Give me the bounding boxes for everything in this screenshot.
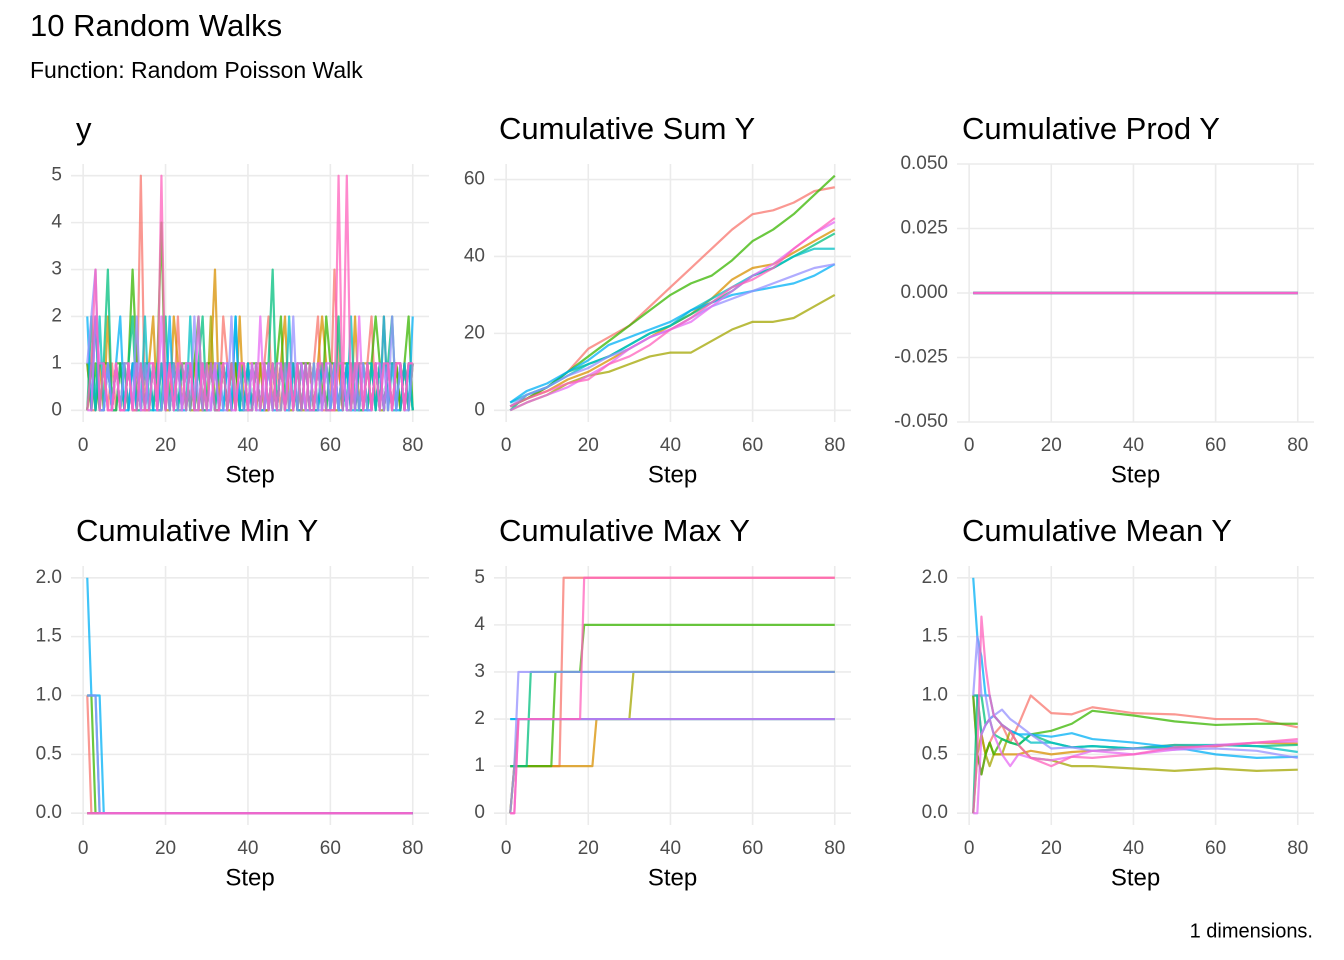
x-tick-label: 20 xyxy=(155,838,176,859)
y-tick-label: 0.5 xyxy=(36,743,62,764)
y-tick-label: 2.0 xyxy=(36,567,62,588)
y-tick-label: 5 xyxy=(51,165,62,186)
y-tick-label: 1.0 xyxy=(922,685,948,706)
x-tick-label: 20 xyxy=(1041,838,1062,859)
x-tick-label: 20 xyxy=(1041,435,1062,456)
series-line xyxy=(509,293,836,412)
y-tick-label: 2 xyxy=(474,708,485,729)
series-line xyxy=(87,315,413,412)
x-tick-label: 40 xyxy=(1123,435,1144,456)
x-tick-label: 60 xyxy=(742,838,763,859)
y-tick-label: 1.5 xyxy=(36,626,62,647)
x-tick-label: 40 xyxy=(1123,838,1144,859)
y-tick-label: 2 xyxy=(51,305,62,326)
y-tick-label: 3 xyxy=(474,661,485,682)
x-tick-label: 40 xyxy=(660,435,681,456)
x-axis-title: Step xyxy=(225,461,274,488)
x-axis-title: Step xyxy=(1111,461,1160,488)
x-tick-label: 80 xyxy=(824,838,845,859)
series-line xyxy=(509,670,835,814)
x-tick-label: 80 xyxy=(1287,838,1308,859)
series-line xyxy=(86,174,413,412)
x-axis-title: Step xyxy=(225,864,274,891)
series-line xyxy=(972,635,1298,759)
panel-title: Cumulative Sum Y xyxy=(499,111,755,146)
x-tick-label: 80 xyxy=(402,838,423,859)
y-tick-label: 5 xyxy=(474,567,485,588)
y-tick-label: 3 xyxy=(51,259,62,280)
caption: 1 dimensions. xyxy=(1190,920,1313,942)
x-tick-label: 60 xyxy=(1205,435,1226,456)
panel: Cumulative Min Y 0.0 0.5 1.0 1.5 2.0 0 20 40 60 80… xyxy=(36,513,429,891)
x-tick-label: 60 xyxy=(742,435,763,456)
x-tick-label: 0 xyxy=(501,838,512,859)
y-tick-label: 20 xyxy=(464,322,485,343)
panel-title: Cumulative Prod Y xyxy=(962,111,1220,146)
y-tick-label: -0.025 xyxy=(894,347,948,368)
series-line xyxy=(972,577,1298,759)
x-tick-label: 0 xyxy=(964,435,975,456)
series-line xyxy=(973,717,1298,815)
y-tick-label: 4 xyxy=(51,212,62,233)
y-tick-label: 1.5 xyxy=(922,626,948,647)
x-tick-label: 40 xyxy=(660,838,681,859)
y-tick-label: 0.050 xyxy=(900,153,948,174)
series-line xyxy=(509,220,836,412)
y-tick-label: 0.025 xyxy=(900,218,948,239)
y-tick-label: 0 xyxy=(474,802,485,823)
y-tick-label: 1.0 xyxy=(36,685,62,706)
panel: y 0 1 2 3 4 5 0 20 40 60 80 Step xyxy=(51,111,429,488)
x-tick-label: 60 xyxy=(320,435,341,456)
y-tick-label: 0.5 xyxy=(922,743,948,764)
series-line xyxy=(509,263,836,404)
y-tick-label: 1 xyxy=(51,352,62,373)
x-tick-label: 20 xyxy=(578,838,599,859)
panel: Cumulative Mean Y 0.0 0.5 1.0 1.5 2.0 0 20 40 60 8… xyxy=(922,513,1314,891)
y-tick-label: -0.050 xyxy=(894,411,948,432)
x-axis-title: Step xyxy=(648,864,697,891)
x-tick-label: 60 xyxy=(320,838,341,859)
y-tick-label: 0.0 xyxy=(36,802,62,823)
panel-title: Cumulative Mean Y xyxy=(962,513,1232,548)
x-tick-label: 20 xyxy=(578,435,599,456)
y-tick-label: 40 xyxy=(464,245,485,266)
y-tick-label: 0 xyxy=(51,399,62,420)
x-tick-label: 60 xyxy=(1205,838,1226,859)
panel-title: Cumulative Max Y xyxy=(499,513,750,548)
x-tick-label: 40 xyxy=(237,435,258,456)
series-line xyxy=(509,670,835,814)
series-line xyxy=(972,615,1298,814)
x-tick-label: 0 xyxy=(78,838,89,859)
series-line xyxy=(510,576,835,815)
y-tick-label: 4 xyxy=(474,614,485,635)
y-tick-label: 1 xyxy=(474,755,485,776)
x-tick-label: 80 xyxy=(1287,435,1308,456)
x-tick-label: 40 xyxy=(237,838,258,859)
y-tick-label: 0.000 xyxy=(900,282,948,303)
page-title: 10 Random Walks xyxy=(30,8,282,43)
series-line xyxy=(509,174,836,408)
y-tick-label: 0 xyxy=(474,399,485,420)
x-tick-label: 80 xyxy=(824,435,845,456)
panel: Cumulative Prod Y -0.050 -0.025 0.000 0.025 0… xyxy=(894,111,1314,488)
panel-title: y xyxy=(76,111,92,146)
panel: Cumulative Sum Y 0 20 40 60 0 20 40 60 80 Step xyxy=(464,111,851,488)
y-tick-label: 60 xyxy=(464,169,485,190)
series-line xyxy=(509,217,836,408)
x-axis-title: Step xyxy=(648,461,697,488)
page-subtitle: Function: Random Poisson Walk xyxy=(30,57,363,83)
x-tick-label: 80 xyxy=(402,435,423,456)
x-tick-label: 0 xyxy=(964,838,975,859)
x-tick-label: 0 xyxy=(501,435,512,456)
y-tick-label: 2.0 xyxy=(922,567,948,588)
x-tick-label: 20 xyxy=(155,435,176,456)
panel-title: Cumulative Min Y xyxy=(76,513,318,548)
x-axis-title: Step xyxy=(1111,864,1160,891)
y-tick-label: 0.0 xyxy=(922,802,948,823)
panel: Cumulative Max Y 0 1 2 3 4 5 0 20 40 60 80 Step xyxy=(474,513,851,891)
x-tick-label: 0 xyxy=(78,435,89,456)
